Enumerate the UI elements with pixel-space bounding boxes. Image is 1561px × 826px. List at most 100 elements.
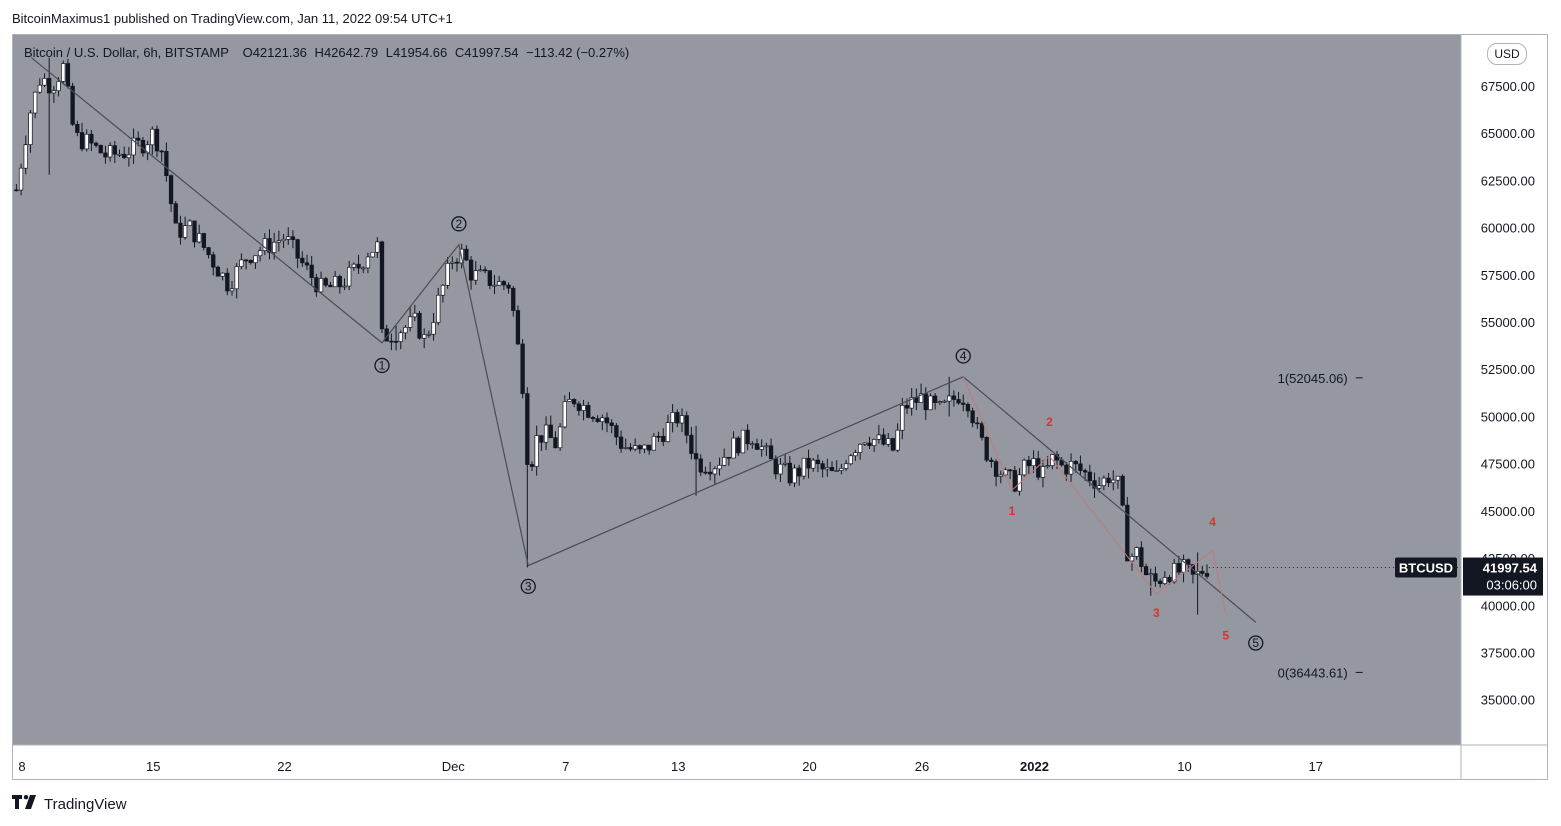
time-tick-label: Dec	[442, 759, 466, 774]
candle	[797, 464, 802, 486]
candle	[154, 125, 160, 158]
candle	[1031, 450, 1036, 473]
candle	[295, 238, 300, 269]
candle-body	[32, 91, 38, 114]
close-value: 41997.54	[464, 45, 519, 60]
candle	[736, 436, 741, 456]
candle	[684, 411, 689, 444]
candle-body	[281, 238, 286, 242]
candle	[309, 255, 314, 286]
change-value: −113.42 (−0.27%)	[526, 45, 630, 60]
subwave-label: 1	[1009, 504, 1016, 518]
candle	[234, 263, 239, 299]
candle-body	[1172, 563, 1177, 583]
candle	[679, 408, 685, 433]
candle	[1022, 458, 1027, 477]
candle	[689, 426, 694, 460]
candle-body	[393, 340, 399, 343]
candle-body	[1040, 466, 1046, 478]
candle-body	[201, 233, 207, 248]
candle	[389, 333, 394, 351]
candle-body	[37, 84, 42, 93]
chart-frame[interactable]: 1 2 3 4 5 1 2 3 4 5 1(52045.06) 0(36443.61) 67500.…	[12, 34, 1548, 780]
wave-label: 1	[379, 358, 386, 372]
candle-body	[375, 241, 380, 253]
time-axis[interactable]: 8 15 22 Dec 7 13 20 26 2022 10 17	[18, 759, 1323, 774]
candle-body	[356, 263, 361, 269]
candle-body	[656, 435, 661, 438]
price-chart[interactable]: 1 2 3 4 5 1 2 3 4 5 1(52045.06) 0(36443.61) 67500.…	[13, 35, 1547, 779]
candle	[75, 120, 80, 137]
candle-body	[136, 137, 141, 141]
candle-body	[61, 63, 66, 82]
candle	[609, 419, 614, 434]
candle-body	[14, 189, 19, 192]
candle-body	[661, 435, 666, 442]
candle-body	[586, 405, 591, 418]
candle-body	[117, 153, 122, 156]
candle	[1181, 554, 1186, 583]
candle	[281, 234, 286, 249]
candle-body	[576, 403, 582, 411]
candle	[806, 449, 811, 479]
candle-body	[820, 463, 825, 470]
price-axis-background	[1461, 35, 1547, 745]
candle-body	[637, 445, 642, 450]
candle	[225, 268, 230, 296]
candle	[361, 266, 366, 274]
low-label: L	[385, 45, 394, 60]
candle-body	[403, 327, 408, 334]
candle	[1097, 477, 1102, 493]
candle	[543, 416, 549, 451]
candle-body	[1204, 573, 1210, 577]
candle	[1078, 455, 1083, 475]
candle-body	[600, 417, 605, 422]
candle-body	[426, 333, 432, 336]
candle	[759, 439, 764, 457]
candle	[492, 275, 497, 294]
candle-body	[703, 471, 708, 474]
candle-body	[351, 263, 357, 268]
candle-body	[647, 444, 652, 451]
candle	[290, 230, 296, 249]
candle	[450, 256, 455, 270]
candle	[511, 285, 516, 317]
candle	[951, 390, 957, 407]
candle	[614, 422, 619, 446]
candle-body	[1162, 577, 1167, 584]
candle-body	[872, 439, 877, 446]
candle-body	[886, 438, 891, 445]
candle-body	[417, 312, 422, 339]
candle-body	[750, 443, 755, 446]
candle	[820, 460, 825, 478]
candle	[300, 251, 305, 267]
candle-body	[290, 236, 296, 240]
candle	[187, 219, 192, 227]
candle-body	[234, 266, 239, 290]
candle	[150, 126, 155, 155]
wave-label-circle	[520, 578, 536, 595]
candle-body	[332, 276, 338, 288]
candle	[332, 271, 338, 288]
symbol-tag-label: BTCUSD	[1399, 561, 1453, 576]
candle	[440, 283, 446, 303]
currency-button[interactable]: USD	[1487, 43, 1527, 65]
candle	[1106, 473, 1111, 487]
candle-body	[389, 340, 394, 343]
candle	[857, 443, 863, 460]
candle	[661, 428, 666, 447]
candle	[539, 435, 544, 451]
candle-body	[928, 395, 933, 411]
candle-body	[595, 418, 600, 422]
candle	[1092, 472, 1097, 498]
price-tick-label: 40000.00	[1481, 598, 1535, 613]
candle-body	[628, 447, 633, 450]
low-value: 41954.66	[393, 45, 448, 60]
candle-body	[1064, 464, 1069, 475]
candle-body	[370, 251, 375, 258]
footer-brand[interactable]: TradingView	[12, 795, 127, 813]
candle-body	[211, 254, 216, 268]
candle	[497, 275, 502, 286]
candle-body	[103, 152, 108, 158]
open-label: O	[242, 45, 253, 60]
